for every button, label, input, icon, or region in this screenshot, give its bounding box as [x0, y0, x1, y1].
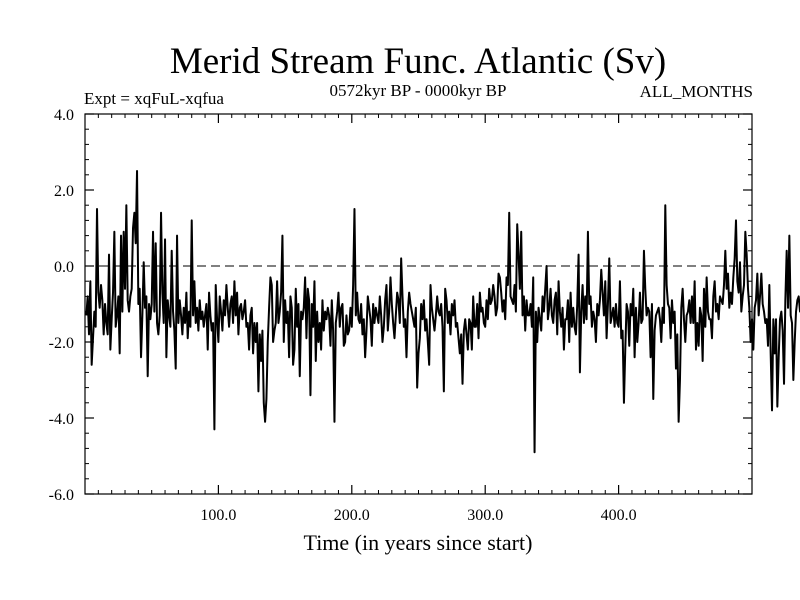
y-tick-label: 0.0 [54, 259, 74, 276]
series-line [85, 170, 800, 454]
x-tick-label: 100.0 [200, 507, 236, 524]
y-tick-label: -2.0 [49, 335, 74, 352]
subtitle-center: 0572kyr BP - 0000kyr BP [330, 81, 507, 100]
y-tick-label: 4.0 [54, 107, 74, 124]
y-tick-label: 2.0 [54, 183, 74, 200]
x-tick-label: 300.0 [467, 507, 503, 524]
y-tick-label: -6.0 [49, 487, 74, 504]
y-tick-label: -4.0 [49, 411, 74, 428]
subtitle-right: ALL_MONTHS [640, 82, 753, 101]
x-axis-label: Time (in years since start) [304, 530, 533, 555]
x-axis: 100.0 200.0 300.0 400.0 [97, 114, 740, 524]
chart-title: Merid Stream Func. Atlantic (Sv) [170, 41, 666, 82]
subtitle-left: Expt = xqFuL-xqfua [84, 89, 224, 108]
x-tick-label: 200.0 [334, 507, 370, 524]
y-axis: -6.0 -4.0 -2.0 0.0 2.0 4.0 [49, 107, 752, 504]
x-tick-label: 400.0 [601, 507, 637, 524]
